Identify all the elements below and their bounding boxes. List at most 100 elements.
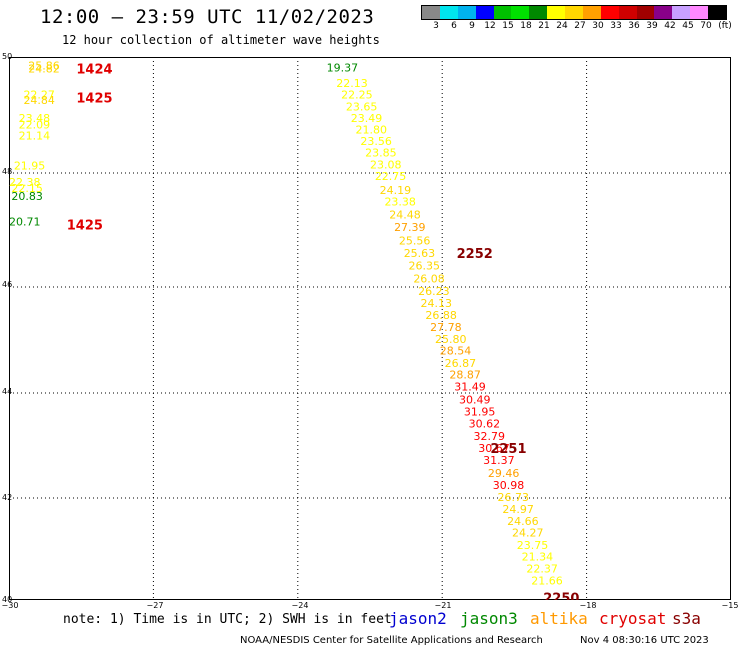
legend-swatch-10 [582, 6, 601, 19]
legend-label: 15 [502, 21, 514, 31]
wave-height-label: 22.09 [19, 118, 51, 131]
x-tick-label: −21 [434, 601, 452, 610]
wave-height-label: 23.75 [517, 539, 549, 552]
legend-label: 45 [682, 21, 694, 31]
legend-swatch-3 [457, 6, 476, 19]
wave-height-label: 25.56 [399, 234, 431, 247]
y-tick-label: 50 [2, 52, 13, 61]
wave-height-label: 22.37 [526, 562, 558, 575]
wave-height-label: 23.48 [19, 112, 51, 125]
footnote: note: 1) Time is in UTC; 2) SWH is in fe… [63, 612, 392, 627]
x-tick-label: −30 [1, 601, 19, 610]
wave-height-label: 22.38 [9, 176, 41, 189]
legend-swatch-12 [618, 6, 637, 19]
wave-height-label: 27.39 [394, 221, 426, 234]
legend-label: 18 [520, 21, 532, 31]
wave-height-label: 24.27 [512, 527, 544, 540]
wave-height-label: 22.27 [23, 89, 55, 102]
legend-label: 6 [451, 21, 457, 31]
wave-height-label: 23.85 [365, 147, 397, 160]
pass-time-label: 1425 [76, 92, 112, 107]
pass-time-label: 2252 [457, 247, 493, 262]
y-tick-label: 48 [2, 167, 13, 176]
map-frame [9, 57, 731, 600]
wave-height-label: 27.78 [430, 321, 462, 334]
wave-height-label: 24.84 [23, 94, 55, 107]
legend-label: 70 [700, 21, 712, 31]
wave-height-label: 20.71 [9, 215, 41, 228]
grid-lines [9, 57, 731, 600]
legend-swatch-17 [708, 6, 726, 19]
wave-height-label: 24.97 [502, 503, 534, 516]
page-subtitle: 12 hour collection of altimeter wave hei… [62, 33, 380, 47]
legend-swatch-9 [565, 6, 583, 19]
legend-swatch-5 [493, 6, 512, 19]
wave-height-label: 29.46 [488, 467, 519, 480]
pass-time-label: 2251 [490, 442, 526, 457]
wave-height-label: 21.95 [14, 159, 45, 172]
x-tick-label: −27 [146, 601, 164, 610]
wave-height-label: 24.19 [380, 184, 412, 197]
legend-swatch-2 [439, 6, 458, 19]
wave-height-label: 31.37 [483, 454, 515, 467]
legend-swatch-7 [529, 6, 548, 19]
pass-time-label: 2250 [543, 591, 579, 600]
x-tick-label: −24 [291, 601, 309, 610]
legend-label: 3 [433, 21, 439, 31]
y-tick-label: 40 [2, 595, 13, 604]
wave-height-label: 23.38 [384, 196, 416, 209]
wave-height-label: 32.79 [473, 430, 505, 443]
wave-height-label: 30.49 [459, 393, 491, 406]
wave-height-label: 24.48 [389, 209, 421, 222]
legend-label: 42 [664, 21, 676, 31]
wave-height-label: 25.86 [28, 60, 60, 73]
wave-height-label: 26.35 [409, 259, 441, 272]
color-scale-legend [421, 5, 727, 20]
wave-height-label: 31.95 [464, 405, 496, 418]
wave-height-label: 21.80 [356, 124, 388, 137]
legend-label: 27 [574, 21, 586, 31]
wave-height-label: 30.62 [469, 417, 501, 430]
wave-height-label: 26.88 [425, 309, 457, 322]
pass-time-labels: 1424 1425 1425 2252 2251 2250 [67, 63, 580, 600]
wave-height-label: 30.98 [493, 479, 525, 492]
legend-label: (ft) [718, 21, 732, 31]
wave-height-label: 23.56 [360, 135, 392, 148]
wave-height-label: 26.87 [445, 357, 477, 370]
wave-height-label: 26.23 [418, 285, 450, 298]
wave-height-label: 21.14 [19, 129, 51, 142]
legend-swatch-15 [672, 6, 691, 19]
legend-labels: 3 6 9 12 15 18 21 24 27 30 33 36 39 42 4… [421, 21, 736, 33]
page-title: 12:00 – 23:59 UTC 11/02/2023 [40, 6, 375, 28]
wave-height-label: 22.13 [336, 77, 368, 90]
wave-height-label: 22.15 [11, 182, 43, 195]
legend-label: 12 [484, 21, 496, 31]
legend-label: 9 [469, 21, 475, 31]
wave-height-label: 31.49 [454, 381, 486, 394]
wave-height-label: 25.80 [435, 333, 467, 346]
legend-swatch-8 [547, 6, 565, 19]
legend-swatch-4 [475, 6, 494, 19]
wave-height-label: 26.73 [498, 491, 530, 504]
legend-label: 33 [610, 21, 622, 31]
pass-time-label: 1424 [76, 63, 112, 78]
legend-swatch-13 [636, 6, 655, 19]
legend-swatch-6 [511, 6, 530, 19]
credit-line: NOAA/NESDIS Center for Satellite Applica… [240, 635, 543, 646]
wave-height-label: 24.13 [421, 297, 453, 310]
legend-swatch-16 [690, 6, 708, 19]
y-tick-label: 42 [2, 493, 13, 502]
satellite-cryosat: cryosat [599, 609, 667, 628]
satellite-s3a: s3a [672, 609, 701, 628]
legend-label: 36 [628, 21, 640, 31]
x-tick-label: −15 [721, 601, 739, 610]
wave-height-label: 19.37 [327, 61, 359, 74]
legend-swatch-11 [600, 6, 619, 19]
y-tick-label: 46 [2, 280, 13, 289]
wave-height-label: 23.65 [346, 100, 378, 113]
wave-height-label: 20.83 [11, 190, 43, 203]
wave-height-label: 25.63 [404, 247, 436, 260]
legend-label: 21 [538, 21, 550, 31]
